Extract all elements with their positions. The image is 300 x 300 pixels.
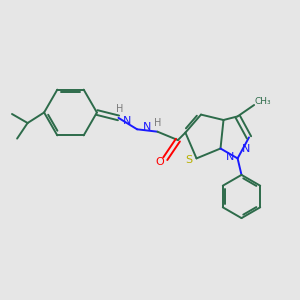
Text: CH₃: CH₃ bbox=[255, 97, 272, 106]
Text: O: O bbox=[155, 157, 164, 167]
Text: H: H bbox=[116, 104, 124, 115]
Text: N: N bbox=[242, 144, 250, 154]
Text: N: N bbox=[123, 116, 131, 126]
Text: N: N bbox=[226, 152, 235, 162]
Text: S: S bbox=[185, 155, 192, 165]
Text: N: N bbox=[143, 122, 152, 132]
Text: H: H bbox=[154, 118, 162, 128]
